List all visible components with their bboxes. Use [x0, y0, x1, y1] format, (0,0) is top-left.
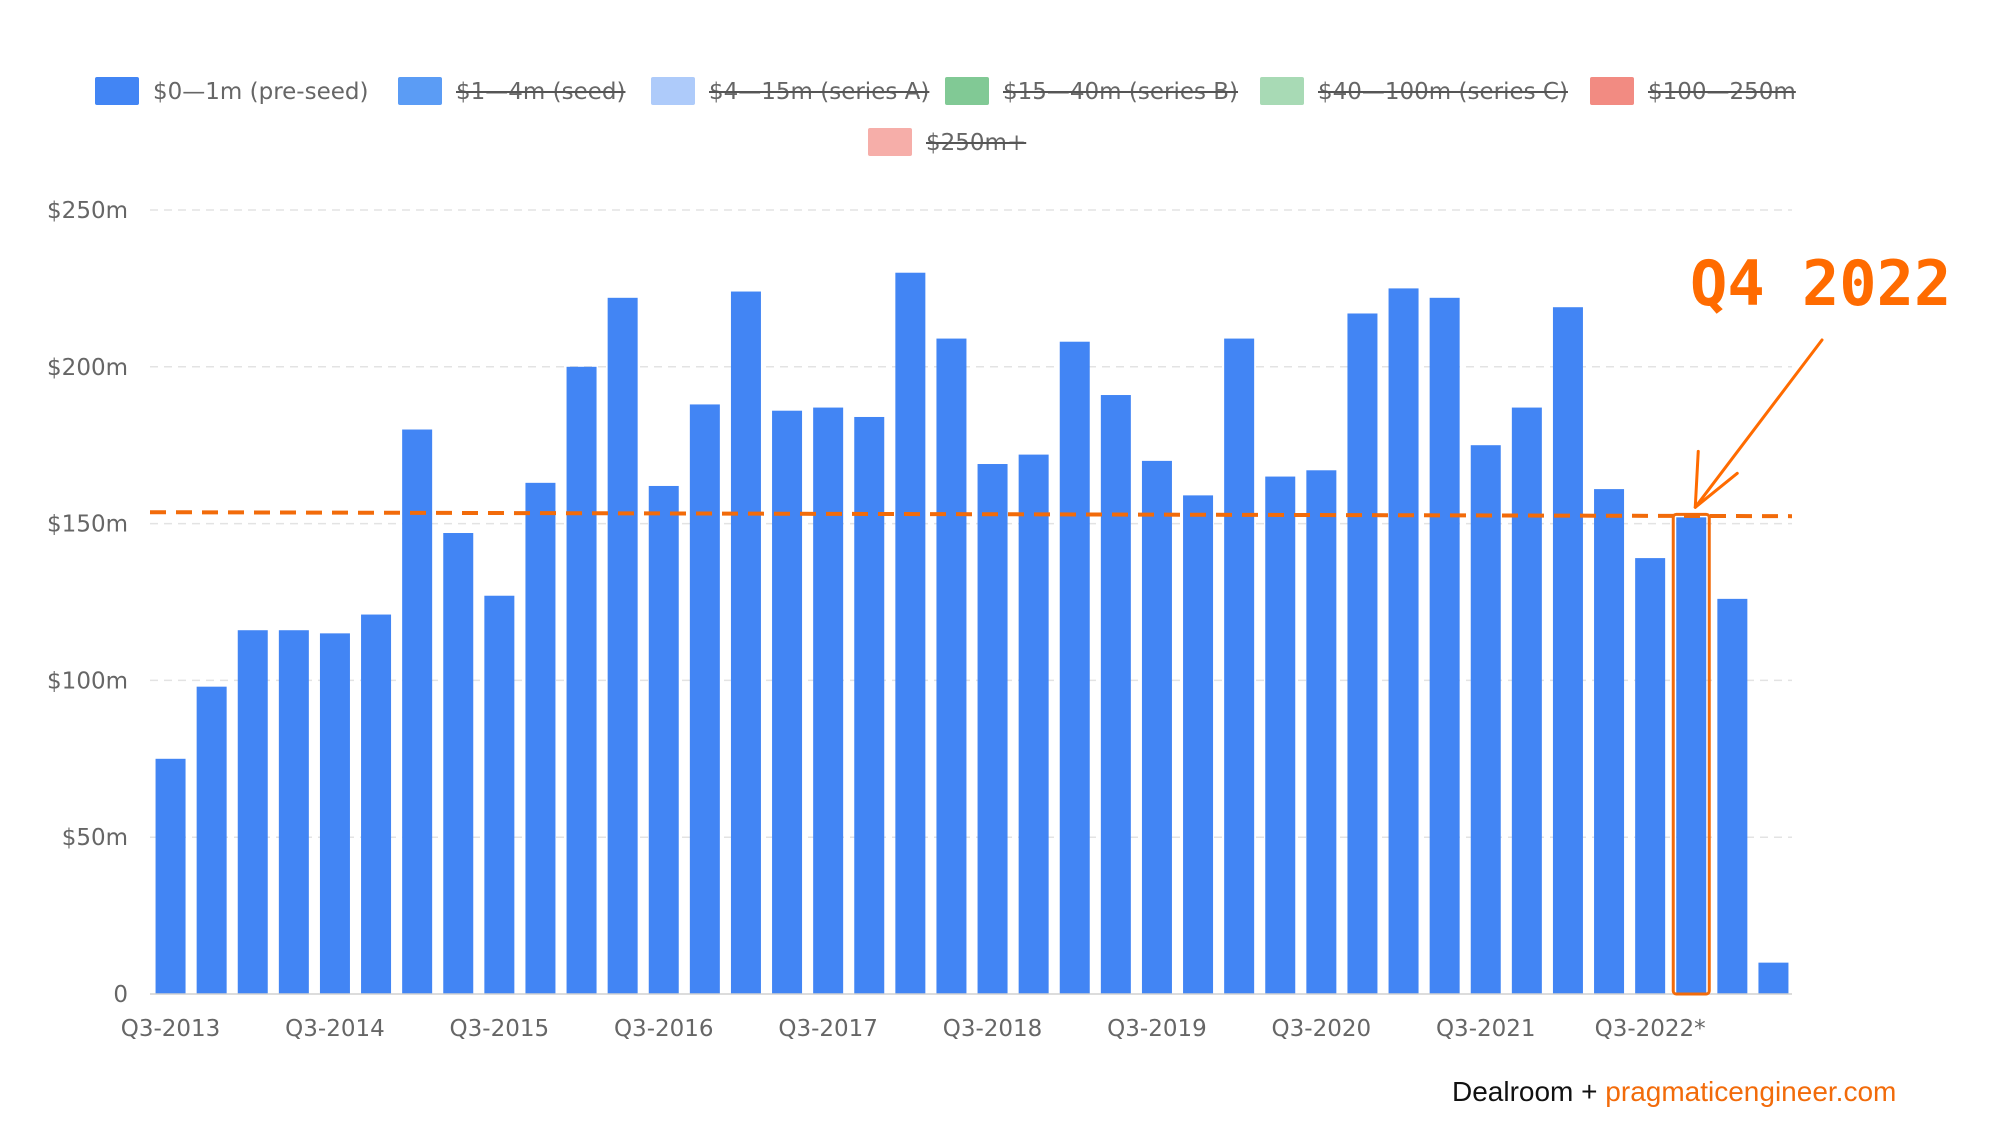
x-tick-label: Q3-2018 — [943, 1016, 1043, 1042]
bar[interactable] — [361, 614, 392, 994]
bar[interactable] — [689, 404, 720, 994]
x-tick-label: Q3-2019 — [1107, 1016, 1207, 1042]
bar[interactable] — [772, 410, 803, 995]
bar[interactable] — [730, 291, 761, 994]
legend-swatch — [1260, 77, 1304, 105]
annotation-arrowhead — [1693, 449, 1739, 509]
bar[interactable] — [1100, 395, 1131, 994]
legend-swatch — [95, 77, 139, 105]
bar[interactable] — [484, 595, 515, 994]
bar[interactable] — [1758, 962, 1789, 994]
legend-swatch — [398, 77, 442, 105]
annotation-label: Q4 2022 — [1690, 247, 1951, 320]
x-tick-label: Q3-2015 — [450, 1016, 550, 1042]
bar[interactable] — [977, 464, 1008, 994]
bar[interactable] — [813, 407, 844, 994]
bar[interactable] — [319, 633, 350, 994]
bar[interactable] — [1018, 454, 1049, 994]
bar[interactable] — [443, 533, 474, 994]
x-tick-label: Q3-2021 — [1436, 1016, 1536, 1042]
bar[interactable] — [525, 482, 556, 994]
bar[interactable] — [1594, 489, 1625, 994]
bar[interactable] — [1470, 445, 1501, 994]
legend-swatch — [945, 77, 989, 105]
bar[interactable] — [854, 416, 885, 994]
bar[interactable] — [895, 272, 926, 995]
legend-item[interactable]: $1—4m (seed) — [398, 77, 626, 105]
legend-item[interactable]: $250m+ — [868, 128, 1027, 156]
source-site-link[interactable]: pragmaticengineer.com — [1605, 1076, 1897, 1107]
x-tick-label: Q3-2017 — [778, 1016, 878, 1042]
bar[interactable] — [1059, 341, 1090, 994]
x-tick-label: Q3-2022* — [1595, 1016, 1706, 1042]
y-tick-label: $250m — [47, 198, 128, 224]
legend-item[interactable]: $15—40m (series B) — [945, 77, 1239, 105]
bar[interactable] — [607, 297, 638, 995]
source-prefix: Dealroom + — [1452, 1076, 1606, 1107]
x-tick-label: Q3-2016 — [614, 1016, 714, 1042]
legend-item[interactable]: $0—1m (pre-seed) — [95, 77, 368, 105]
x-tick-label: Q3-2020 — [1272, 1016, 1372, 1042]
x-tick-label: Q3-2014 — [285, 1016, 385, 1042]
source-credit: Dealroom + pragmaticengineer.com — [1452, 1076, 1896, 1108]
bar[interactable] — [1347, 313, 1378, 994]
bar[interactable] — [566, 366, 597, 994]
y-tick-label: $150m — [47, 512, 128, 538]
legend-item[interactable]: $100—250m — [1590, 77, 1796, 105]
y-axis-tick-labels: 0 $50m $100m $150m $200m $250m — [47, 198, 128, 1008]
highlight-box — [1671, 512, 1711, 996]
y-gridlines — [150, 209, 1792, 838]
reference-line — [149, 510, 1793, 519]
bar[interactable] — [1676, 517, 1707, 994]
legend-item[interactable]: $40—100m (series C) — [1260, 77, 1568, 105]
bar[interactable] — [936, 338, 967, 994]
bar[interactable] — [1635, 558, 1666, 994]
annotation-layer: Q4 2022 — [149, 247, 1951, 996]
bar[interactable] — [278, 630, 309, 994]
legend-label: $0—1m (pre-seed) — [153, 79, 368, 105]
legend-swatch — [868, 128, 912, 156]
y-tick-label: $50m — [62, 825, 128, 851]
bar[interactable] — [1511, 407, 1542, 994]
bar[interactable] — [402, 429, 433, 994]
bar[interactable] — [1717, 598, 1748, 994]
bar[interactable] — [648, 485, 679, 994]
bar[interactable] — [196, 686, 227, 994]
x-axis-tick-labels: Q3-2013 Q3-2014 Q3-2015 Q3-2016 Q3-2017 Q3-20… — [121, 1016, 1706, 1042]
bar[interactable] — [237, 630, 268, 994]
annotation-arrow — [1693, 338, 1824, 509]
chart-legend[interactable]: $0—1m (pre-seed) $1—4m (seed) $4—15m (seri… — [95, 77, 1796, 156]
bars-pre-seed — [155, 272, 1789, 995]
bar[interactable] — [1183, 495, 1214, 994]
bar[interactable] — [1552, 307, 1583, 994]
y-tick-label: 0 — [113, 982, 128, 1008]
y-tick-label: $100m — [47, 668, 128, 694]
bar[interactable] — [1224, 338, 1255, 994]
bar[interactable] — [155, 758, 186, 994]
legend-swatch — [651, 77, 695, 105]
legend-swatch — [1590, 77, 1634, 105]
bar[interactable] — [1429, 297, 1460, 995]
bar[interactable] — [1388, 288, 1419, 994]
bar[interactable] — [1306, 470, 1337, 995]
bar[interactable] — [1141, 460, 1172, 994]
legend-item[interactable]: $4—15m (series A) — [651, 77, 930, 105]
y-tick-label: $200m — [47, 355, 128, 381]
x-tick-label: Q3-2013 — [121, 1016, 221, 1042]
bar[interactable] — [1265, 476, 1296, 994]
